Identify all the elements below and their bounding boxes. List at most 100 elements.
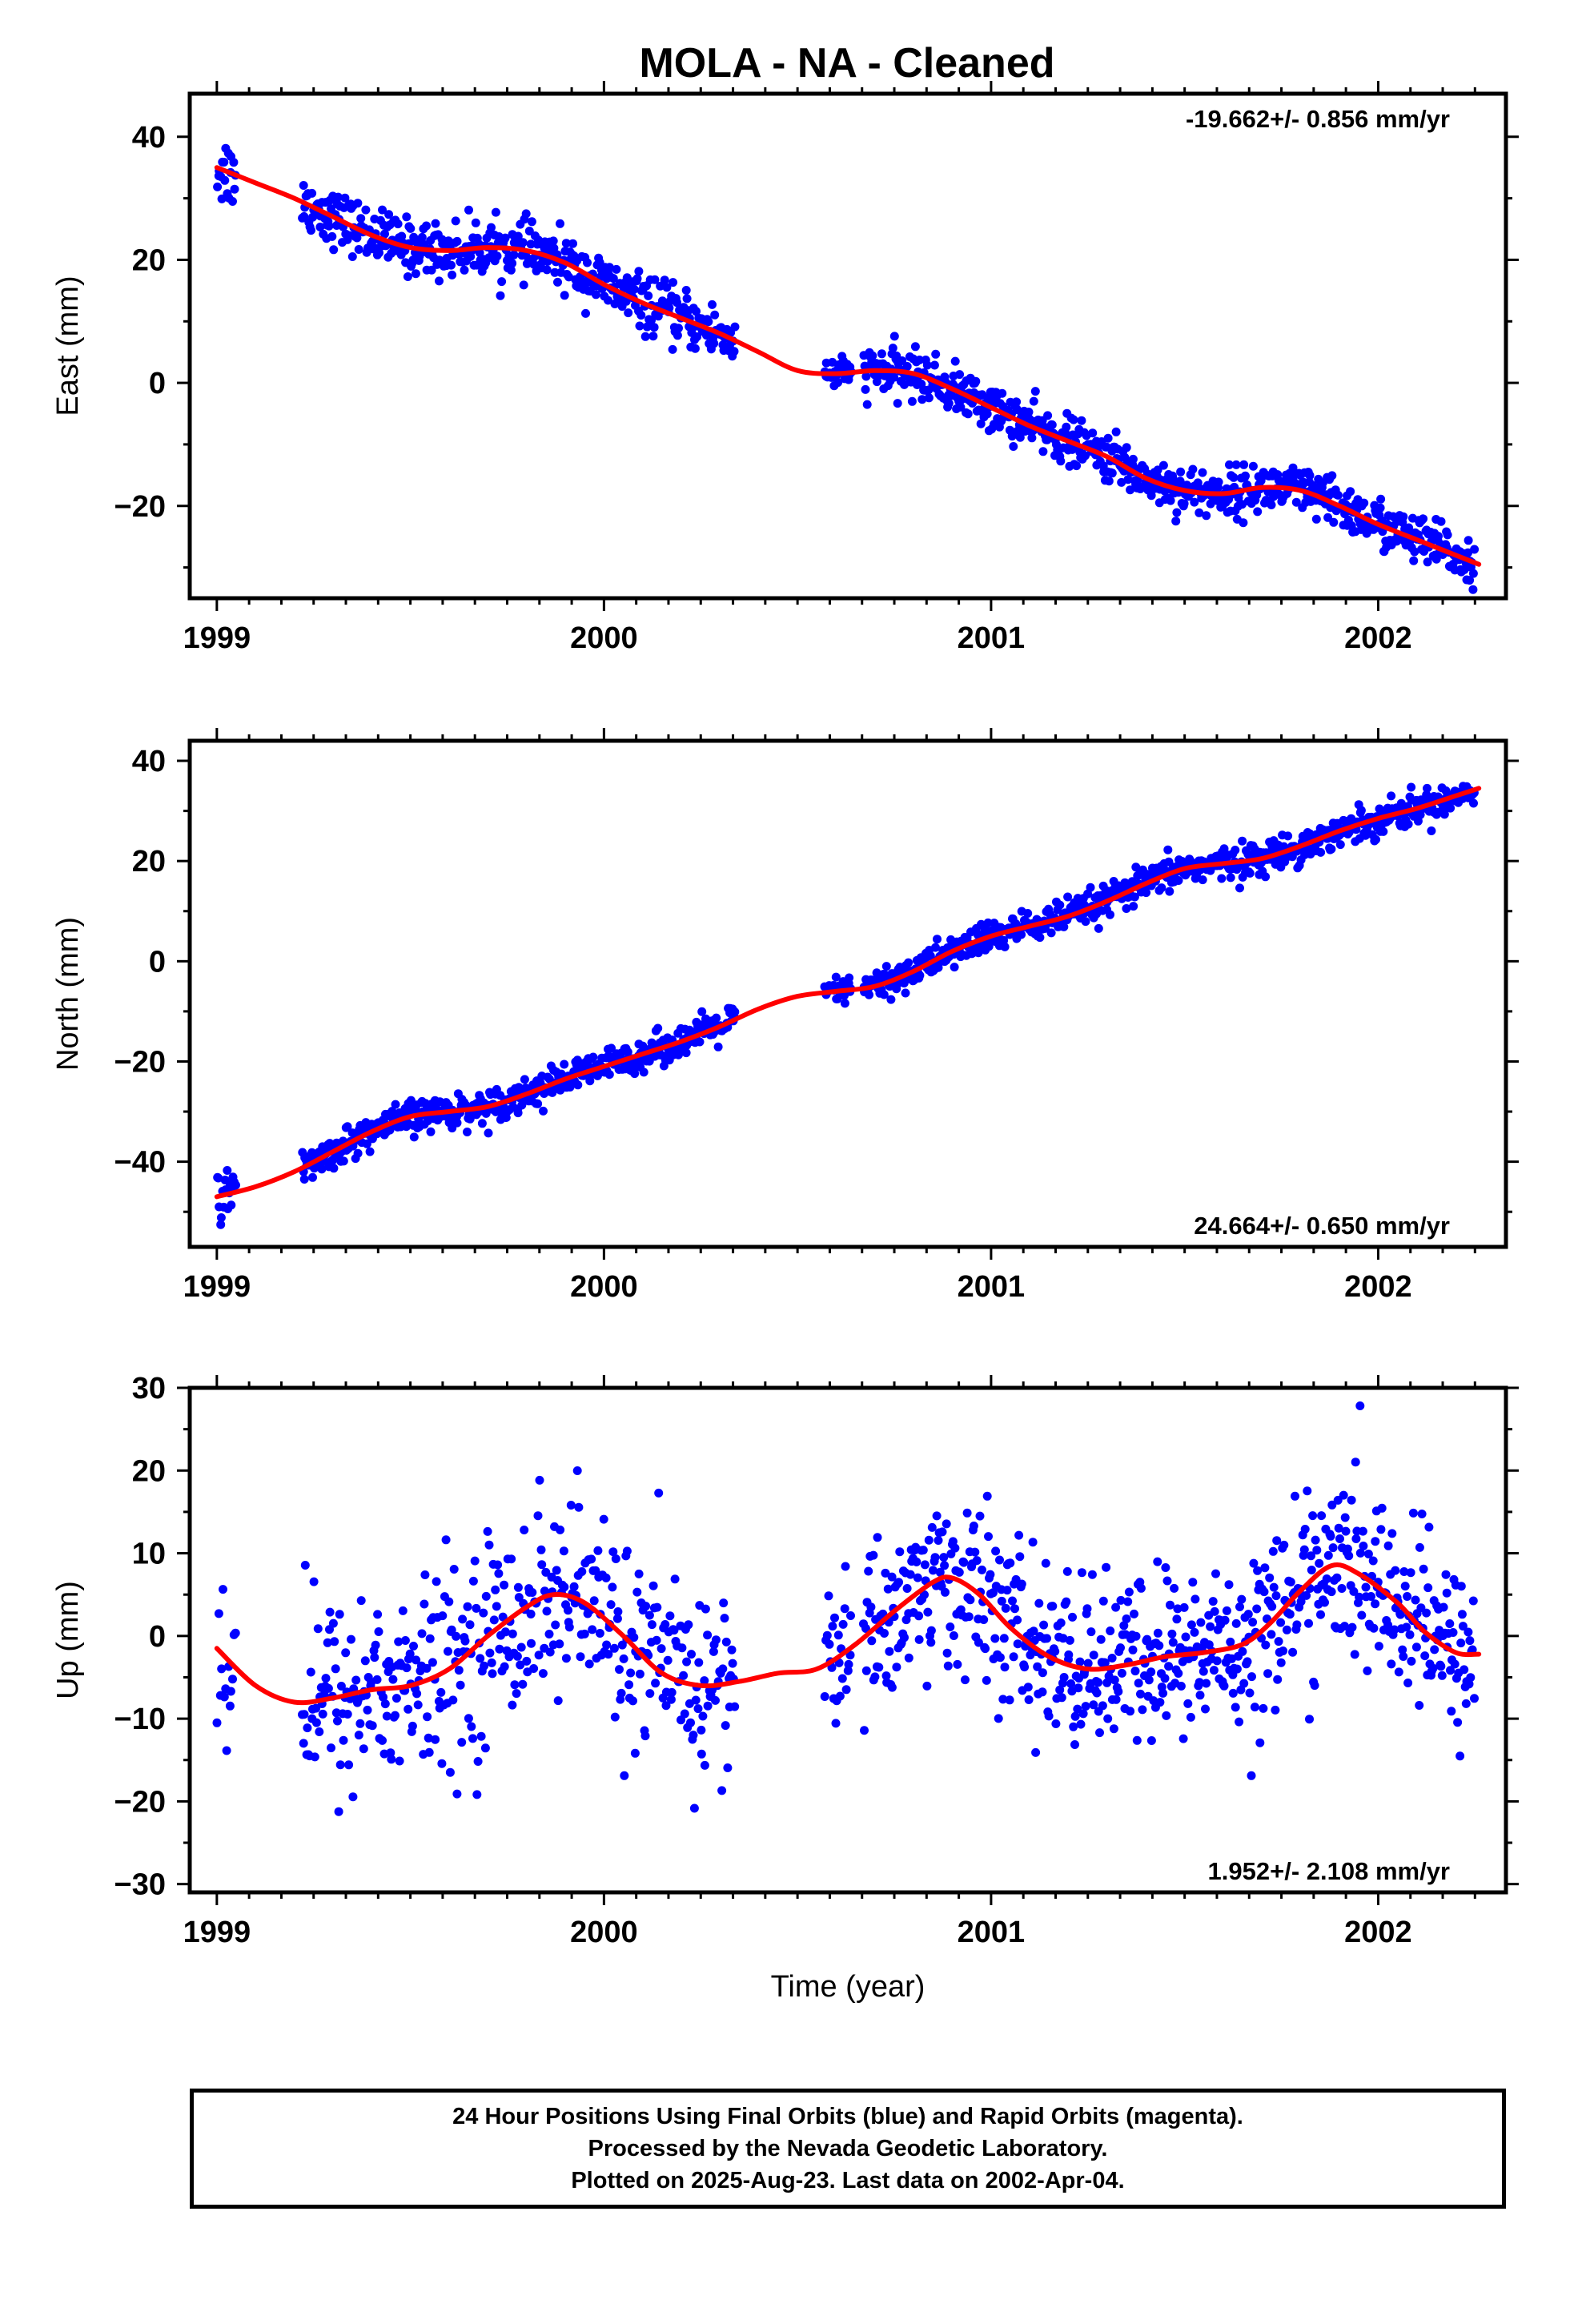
- data-point: [1461, 1699, 1471, 1708]
- data-point: [560, 1059, 569, 1069]
- data-point: [1176, 1682, 1186, 1691]
- data-point: [370, 1653, 379, 1663]
- rate-annotation: 24.664+/- 0.650 mm/yr: [1194, 1212, 1450, 1240]
- data-point: [930, 1553, 940, 1562]
- data-point: [321, 1674, 331, 1683]
- caption-line-3: Plotted on 2025-Aug-23. Last data on 200…: [571, 2168, 1125, 2193]
- data-point: [629, 284, 639, 294]
- data-point: [514, 1593, 524, 1602]
- data-point: [491, 1585, 500, 1594]
- y-tick-label: 0: [149, 367, 166, 400]
- data-point: [912, 1557, 921, 1566]
- data-point: [1272, 1536, 1282, 1546]
- data-point: [824, 1591, 833, 1601]
- data-point: [927, 1522, 937, 1532]
- data-point: [998, 1695, 1008, 1704]
- data-point: [640, 1731, 650, 1741]
- data-point: [835, 1691, 845, 1701]
- data-point: [1245, 868, 1255, 878]
- data-point: [339, 1735, 348, 1745]
- data-point: [964, 1612, 974, 1622]
- data-point: [561, 1654, 571, 1663]
- data-point: [1074, 1683, 1083, 1693]
- data-point: [1167, 1629, 1177, 1638]
- data-point: [703, 1701, 713, 1711]
- data-point: [356, 1596, 366, 1606]
- data-point: [1077, 1568, 1086, 1578]
- data-point: [1122, 443, 1131, 452]
- data-point: [990, 1634, 1000, 1643]
- data-point: [711, 1695, 720, 1705]
- caption-box: 24 Hour Positions Using Final Orbits (bl…: [190, 2089, 1506, 2209]
- data-point: [576, 1652, 585, 1662]
- data-point: [476, 1654, 485, 1663]
- data-point: [556, 219, 564, 228]
- data-point: [367, 1721, 377, 1731]
- data-point: [1406, 1568, 1415, 1578]
- data-point: [1111, 1695, 1121, 1704]
- data-point: [1377, 1503, 1387, 1513]
- data-point: [837, 1674, 847, 1683]
- data-point: [1329, 517, 1339, 527]
- data-point: [548, 236, 558, 246]
- data-point: [493, 1560, 503, 1570]
- data-point: [333, 192, 343, 202]
- data-point: [1456, 1582, 1466, 1591]
- data-point: [1170, 1583, 1179, 1593]
- data-point: [630, 1069, 640, 1079]
- data-point: [1155, 1698, 1165, 1707]
- data-point: [982, 1675, 991, 1685]
- data-point: [1013, 1639, 1022, 1649]
- data-point: [901, 988, 910, 998]
- data-point: [656, 1644, 666, 1654]
- data-point: [1328, 1543, 1338, 1553]
- data-point: [1196, 1618, 1206, 1627]
- data-point: [825, 1639, 834, 1649]
- data-point: [846, 1611, 855, 1620]
- data-point: [564, 1606, 572, 1615]
- data-point: [1198, 468, 1207, 477]
- data-point: [387, 1107, 397, 1116]
- data-point: [413, 1700, 423, 1710]
- data-point: [382, 1711, 391, 1721]
- data-point: [662, 283, 672, 292]
- y-axis-label: Up (mm): [51, 1581, 85, 1699]
- data-point: [1055, 900, 1065, 910]
- data-point: [1392, 537, 1402, 546]
- data-point: [887, 1572, 897, 1582]
- data-point: [1334, 1523, 1343, 1533]
- data-point: [384, 210, 394, 219]
- data-point: [1408, 1508, 1418, 1518]
- data-point: [986, 1570, 995, 1579]
- data-point: [1308, 1511, 1318, 1521]
- data-point: [1371, 1599, 1380, 1609]
- data-point: [1158, 1688, 1168, 1698]
- data-point: [498, 1612, 508, 1622]
- data-point: [1448, 1628, 1458, 1637]
- data-point: [1291, 497, 1301, 507]
- data-point: [681, 286, 691, 295]
- data-point: [385, 1125, 395, 1135]
- data-point: [1123, 475, 1133, 485]
- plot-frame: [187, 91, 1508, 601]
- data-point: [1134, 1679, 1143, 1688]
- data-point: [373, 1610, 383, 1619]
- data-point: [1367, 1592, 1375, 1601]
- data-point: [604, 263, 614, 272]
- data-point: [1005, 1695, 1014, 1705]
- data-point: [956, 402, 966, 412]
- data-point: [561, 239, 571, 248]
- data-point: [877, 349, 886, 359]
- data-point: [1446, 1666, 1455, 1675]
- data-point: [1445, 1619, 1455, 1628]
- data-point: [1103, 1714, 1113, 1723]
- data-point: [509, 250, 519, 259]
- data-point: [1464, 548, 1472, 557]
- data-point: [913, 1573, 922, 1582]
- data-point: [1102, 1678, 1112, 1687]
- data-point: [1339, 1490, 1348, 1500]
- data-point: [1010, 1604, 1019, 1614]
- data-point: [1059, 1673, 1069, 1682]
- data-point: [311, 1703, 321, 1713]
- data-point: [480, 1743, 490, 1753]
